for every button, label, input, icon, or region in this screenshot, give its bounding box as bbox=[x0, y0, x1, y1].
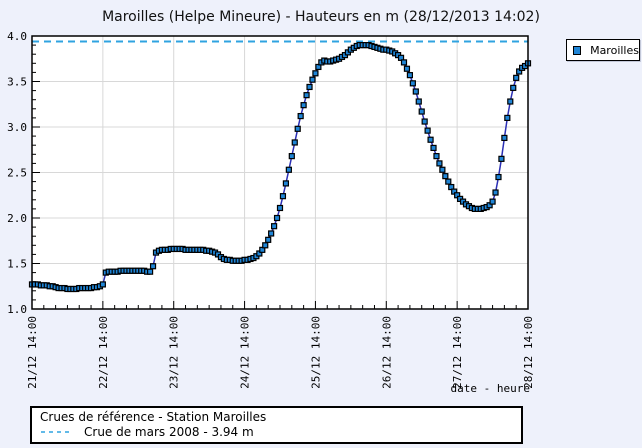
y-tick-label: 2.0 bbox=[7, 212, 27, 225]
axis-ticks bbox=[31, 35, 529, 310]
legend-series-label: Maroilles bbox=[590, 43, 639, 57]
x-tick-label: 21/12 14:00 bbox=[26, 316, 39, 389]
y-tick-label: 1.0 bbox=[7, 303, 27, 316]
series-marker-icon bbox=[573, 45, 582, 55]
x-tick-label: 26/12 14:00 bbox=[380, 316, 393, 389]
x-tick-label: 27/12 14:00 bbox=[451, 316, 464, 389]
y-tick-label: 4.0 bbox=[7, 30, 27, 43]
reference-box-title: Crues de référence - Station Maroilles bbox=[40, 410, 267, 424]
y-tick-label: 2.5 bbox=[7, 167, 27, 180]
x-tick-label: 22/12 14:00 bbox=[97, 316, 110, 389]
x-tick-label: 23/12 14:00 bbox=[168, 316, 181, 389]
chart-title: Maroilles (Helpe Mineure) - Hauteurs en … bbox=[102, 9, 540, 25]
x-tick-labels: 21/12 14:00 22/12 14:00 23/12 14:00 24/12 1… bbox=[26, 316, 535, 389]
x-axis-label: date - heure bbox=[451, 382, 530, 395]
reference-line-label: Crue de mars 2008 - 3.94 m bbox=[84, 425, 254, 439]
axis-frame bbox=[31, 35, 529, 310]
x-tick-label: 28/12 14:00 bbox=[522, 316, 535, 389]
reference-info-box: Crues de référence - Station Maroilles C… bbox=[30, 406, 523, 444]
dashed-line-icon bbox=[40, 425, 74, 440]
y-tick-label: 1.5 bbox=[7, 258, 27, 271]
series-markers bbox=[28, 41, 532, 293]
legend-box: Maroilles bbox=[566, 39, 640, 61]
y-tick-label: 3.0 bbox=[7, 121, 27, 134]
x-tick-label: 25/12 14:00 bbox=[309, 316, 322, 389]
y-tick-label: 3.5 bbox=[7, 76, 27, 89]
x-tick-label: 24/12 14:00 bbox=[239, 316, 252, 389]
y-tick-labels: 1.0 1.5 2.0 2.5 3.0 3.5 4.0 bbox=[7, 30, 27, 316]
